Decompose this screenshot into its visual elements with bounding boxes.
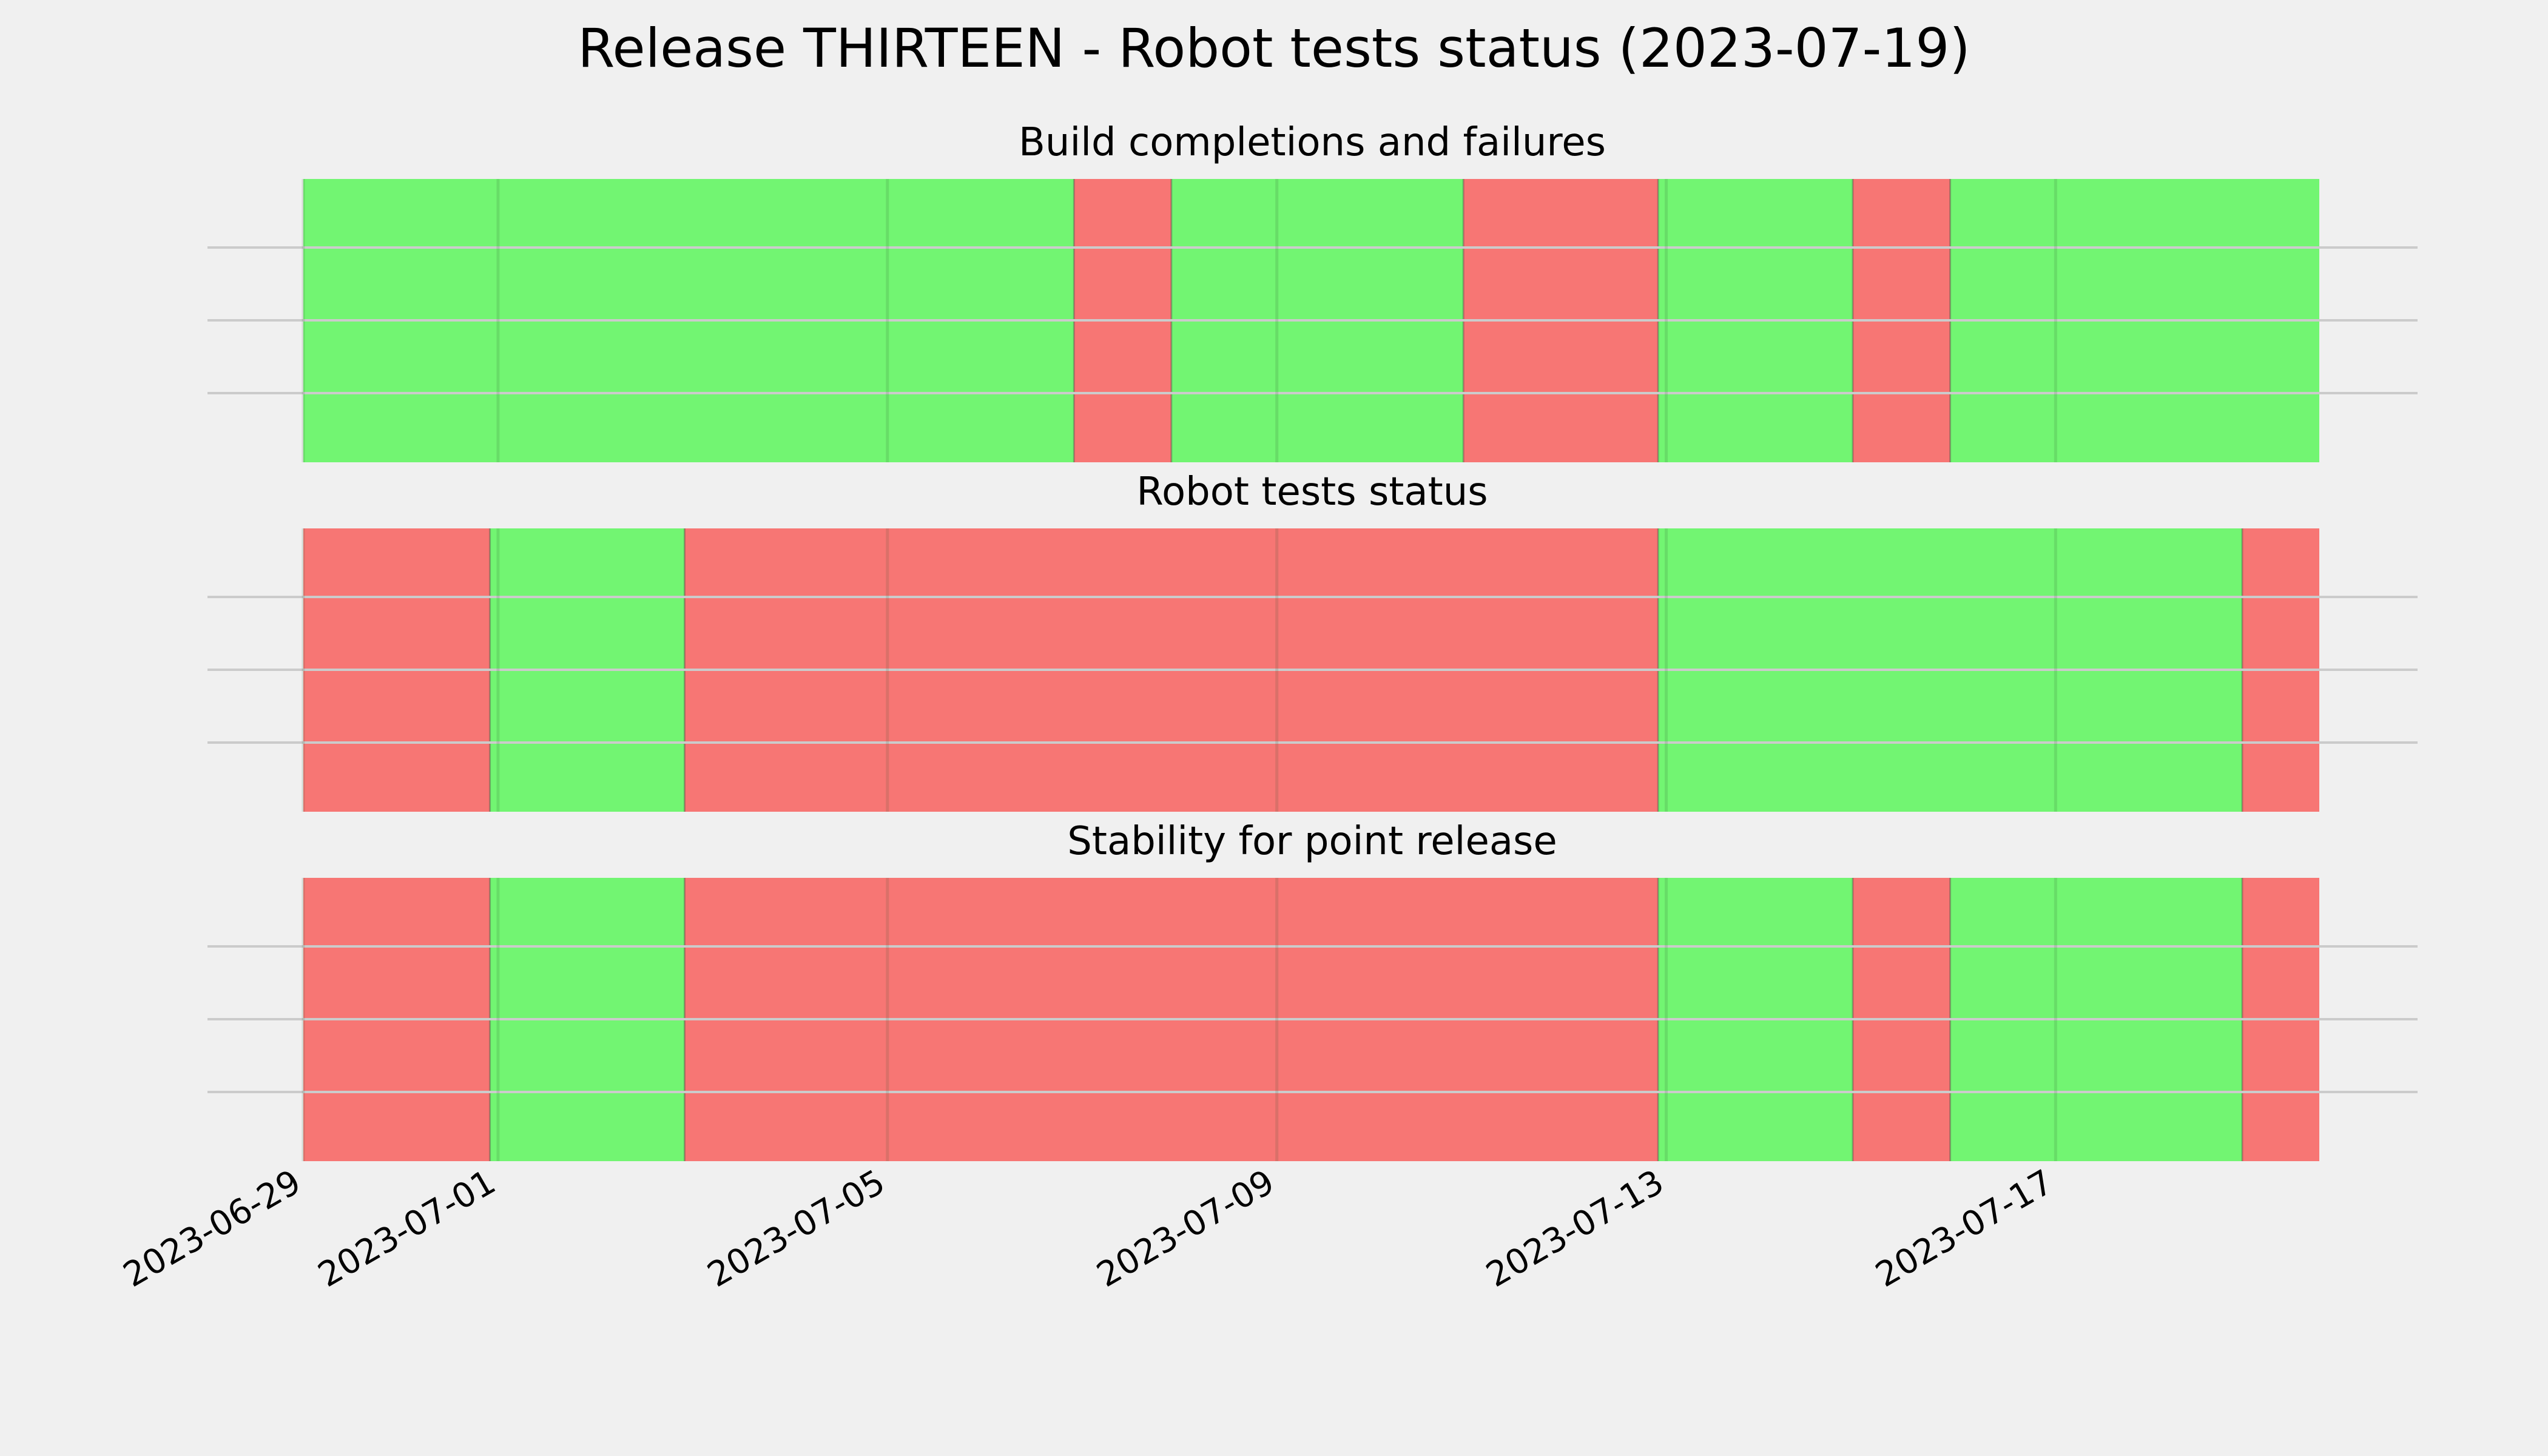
panel-title: Stability for point release xyxy=(1067,819,1557,864)
panel-2: Robot tests status xyxy=(207,470,2418,812)
panel-title: Build completions and failures xyxy=(1019,120,1606,165)
chart-panels: Build completions and failures Robot test… xyxy=(207,120,2418,1161)
panel-1: Build completions and failures xyxy=(207,120,2418,462)
panel-3: Stability for point release xyxy=(207,819,2418,1161)
chart-title: Release THIRTEEN - Robot tests status (2… xyxy=(578,17,1970,79)
panel-title: Robot tests status xyxy=(1136,470,1488,514)
